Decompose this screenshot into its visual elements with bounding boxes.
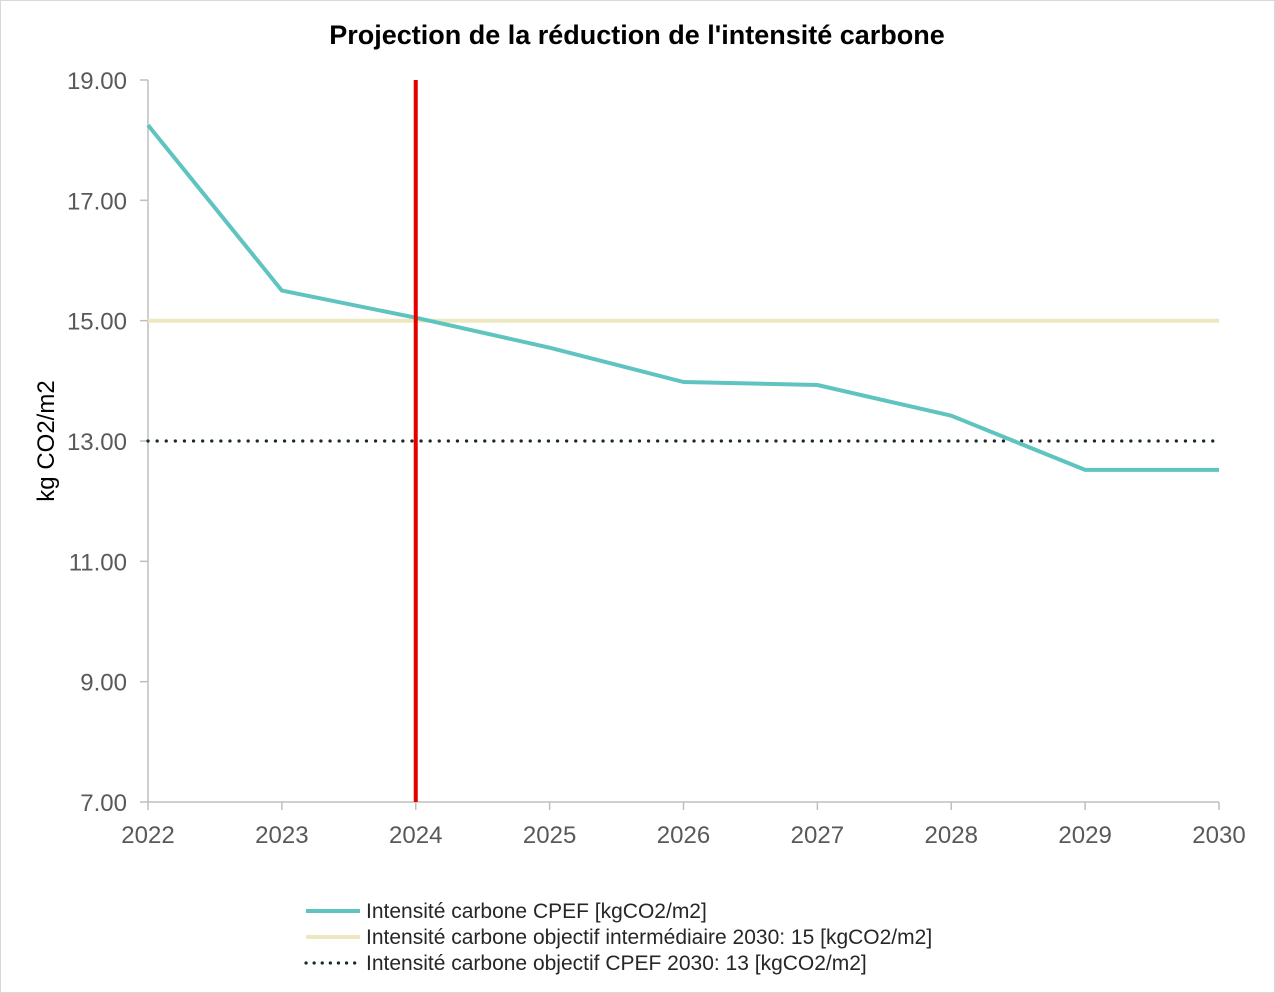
x-tick-label: 2023 [255,822,308,849]
y-tick-label: 19.00 [67,68,127,95]
y-tick-label: 7.00 [80,790,127,817]
x-tick-label: 2030 [1192,822,1245,849]
legend: Intensité carbone CPEF [kgCO2/m2] Intensi… [304,900,932,975]
x-tick-label: 2022 [121,822,174,849]
y-tick-label: 17.00 [67,188,127,215]
x-tick-label: 2026 [657,822,710,849]
legend-label: Intensité carbone CPEF [kgCO2/m2] [366,900,707,923]
series-line-cpef [146,123,1219,472]
x-tick-label: 2024 [389,822,442,849]
legend-label: Intensité carbone objectif intermédiaire… [366,926,932,949]
chart-title: Projection de la réduction de l'intensit… [329,20,945,50]
x-tick-label: 2025 [523,822,576,849]
y-tick-label: 11.00 [69,549,127,576]
plot-area [146,123,1221,472]
legend-label: Intensité carbone objectif CPEF 2030: 13… [366,952,867,975]
y-axis-label: kg CO2/m2 [33,380,60,501]
x-tick-label: 2028 [925,822,978,849]
axes: 7.00 9.00 11.00 13.00 15.00 17.00 19.00 2022 202… [67,68,1246,849]
y-tick-label: 9.00 [80,670,127,697]
y-tick-label: 15.00 [67,309,127,336]
y-tick-label: 13.00 [67,429,127,456]
x-tick-label: 2029 [1058,822,1111,849]
x-tick-label: 2027 [791,822,844,849]
